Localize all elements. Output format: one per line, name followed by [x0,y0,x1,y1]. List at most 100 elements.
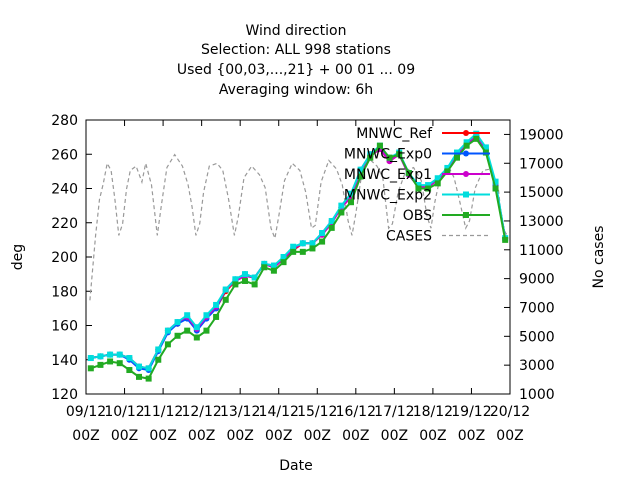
data-point-mnwc-exp2 [213,301,220,308]
data-point-obs [261,264,268,271]
x-tick-label-hour: 00Z [342,428,369,444]
legend-label-mnwc-exp2: MNWC_Exp2 [344,188,432,204]
data-point-mnwc-exp2 [357,166,364,173]
data-point-mnwc-exp2 [184,312,191,319]
data-point-mnwc-exp2 [299,240,306,247]
x-tick-label-hour: 00Z [458,428,485,444]
data-point-mnwc-exp2 [107,351,114,358]
x-tick-label-hour: 00Z [188,428,215,444]
data-point-obs [502,236,509,243]
y2-tick-label: 1000 [519,387,555,403]
legend-label-obs: OBS [403,208,432,224]
x-tick-label-hour: 00Z [304,428,331,444]
data-point-obs [213,313,220,320]
data-point-obs [405,170,412,177]
legend-label-mnwc-ref: MNWC_Ref [356,126,433,142]
legend-label-cases: CASES [386,229,432,245]
data-point-obs [299,248,306,255]
data-point-mnwc-exp2 [482,144,489,151]
y2-tick-label: 11000 [519,243,564,259]
y-tick-label: 140 [51,353,78,369]
y-tick-label: 220 [51,216,78,232]
data-point-obs [367,154,374,161]
x-tick-label-date: 15/12 [297,404,337,420]
x-tick-label-date: 10/12 [104,404,144,420]
x-tick-label-hour: 00Z [111,428,138,444]
x-axis-label: Date [279,458,312,474]
x-tick-label-date: 19/12 [451,404,491,420]
data-point-obs [116,360,123,367]
title-line-3: Used {00,03,...,21} + 00 01 ... 09 [177,62,415,78]
data-point-obs [87,365,94,372]
y-tick-label: 240 [51,182,78,198]
y2-tick-label: 9000 [519,272,555,288]
data-point-obs [251,281,258,288]
plot-area-border [85,119,511,395]
data-point-obs [270,267,277,274]
x-tick-label-hour: 00Z [496,428,523,444]
data-point-obs [396,151,403,158]
data-point-obs [242,277,248,284]
data-point-mnwc-exp2 [319,230,326,237]
data-point-obs [280,259,287,266]
data-point-obs [319,238,326,245]
data-point-mnwc-exp2 [309,240,316,247]
x-tick-label-date: 14/12 [259,404,299,420]
data-point-mnwc-exp2 [232,276,239,283]
data-point-obs [164,341,171,348]
title-line-4: Averaging window: 6h [219,82,373,98]
data-point-obs [463,142,470,149]
data-point-obs [309,245,316,252]
data-point-mnwc-exp2 [126,355,133,362]
y2-tick-label: 7000 [519,300,555,316]
data-point-obs [232,281,239,288]
legend-label-mnwc-exp0: MNWC_Exp0 [344,147,432,163]
x-tick-label-hour: 00Z [381,428,408,444]
data-point-obs [155,356,162,363]
data-point-mnwc-exp2 [328,218,335,225]
data-point-obs [376,142,383,149]
data-point-mnwc-exp2 [261,260,268,267]
x-tick-label-date: 11/12 [143,404,183,420]
y2-tick-label: 17000 [519,156,564,172]
data-point-mnwc-exp2 [155,346,162,353]
data-point-obs [454,154,460,161]
data-point-mnwc-exp2 [492,178,499,185]
data-point-mnwc-exp2 [251,274,258,281]
series-line-cases [89,153,510,301]
data-point-obs [338,209,345,216]
x-axis-ticks: 09/12 00Z 10/12 00Z 11/12 00Z 12/12 00Z 13/12 00Z… [66,120,530,444]
y-tick-label: 180 [51,284,78,300]
legend: MNWC_Ref MNWC_Exp0 MNWC_Exp1 MNWC_Exp2 OBS CA… [344,126,490,245]
data-point-mnwc-exp2 [222,286,229,293]
data-point-obs [473,135,480,142]
series-layer [87,130,510,382]
data-point-obs [97,361,104,368]
data-point-obs [415,185,422,192]
data-point-mnwc-exp2 [348,190,354,197]
y-tick-label: 200 [51,250,78,266]
data-point-mnwc-exp2 [87,355,94,362]
data-point-mnwc-exp2 [203,312,210,319]
data-point-obs [348,199,354,206]
legend-marker-mnwc-exp2 [463,191,469,198]
x-tick-label-date: 13/12 [220,404,260,420]
data-point-obs [222,296,229,303]
data-point-mnwc-exp2 [463,139,470,146]
x-tick-label-hour: 00Z [149,428,176,444]
x-tick-label-hour: 00Z [226,428,253,444]
data-point-obs [126,367,133,374]
data-point-mnwc-exp2 [444,164,451,171]
data-point-obs [425,185,432,192]
chart-title: Wind direction Selection: ALL 998 statio… [177,23,415,98]
y2-tick-label: 13000 [519,214,564,230]
y-tick-label: 260 [51,147,78,163]
data-point-mnwc-exp2 [434,175,441,182]
y2-tick-label: 3000 [519,358,555,374]
y-tick-label: 120 [51,387,78,403]
y-tick-label: 160 [51,319,78,335]
data-point-obs [357,173,364,180]
y2-axis-ticks: 1000 3000 5000 7000 9000 11000 13000 15000 17000… [504,127,564,403]
data-point-obs [444,168,451,175]
